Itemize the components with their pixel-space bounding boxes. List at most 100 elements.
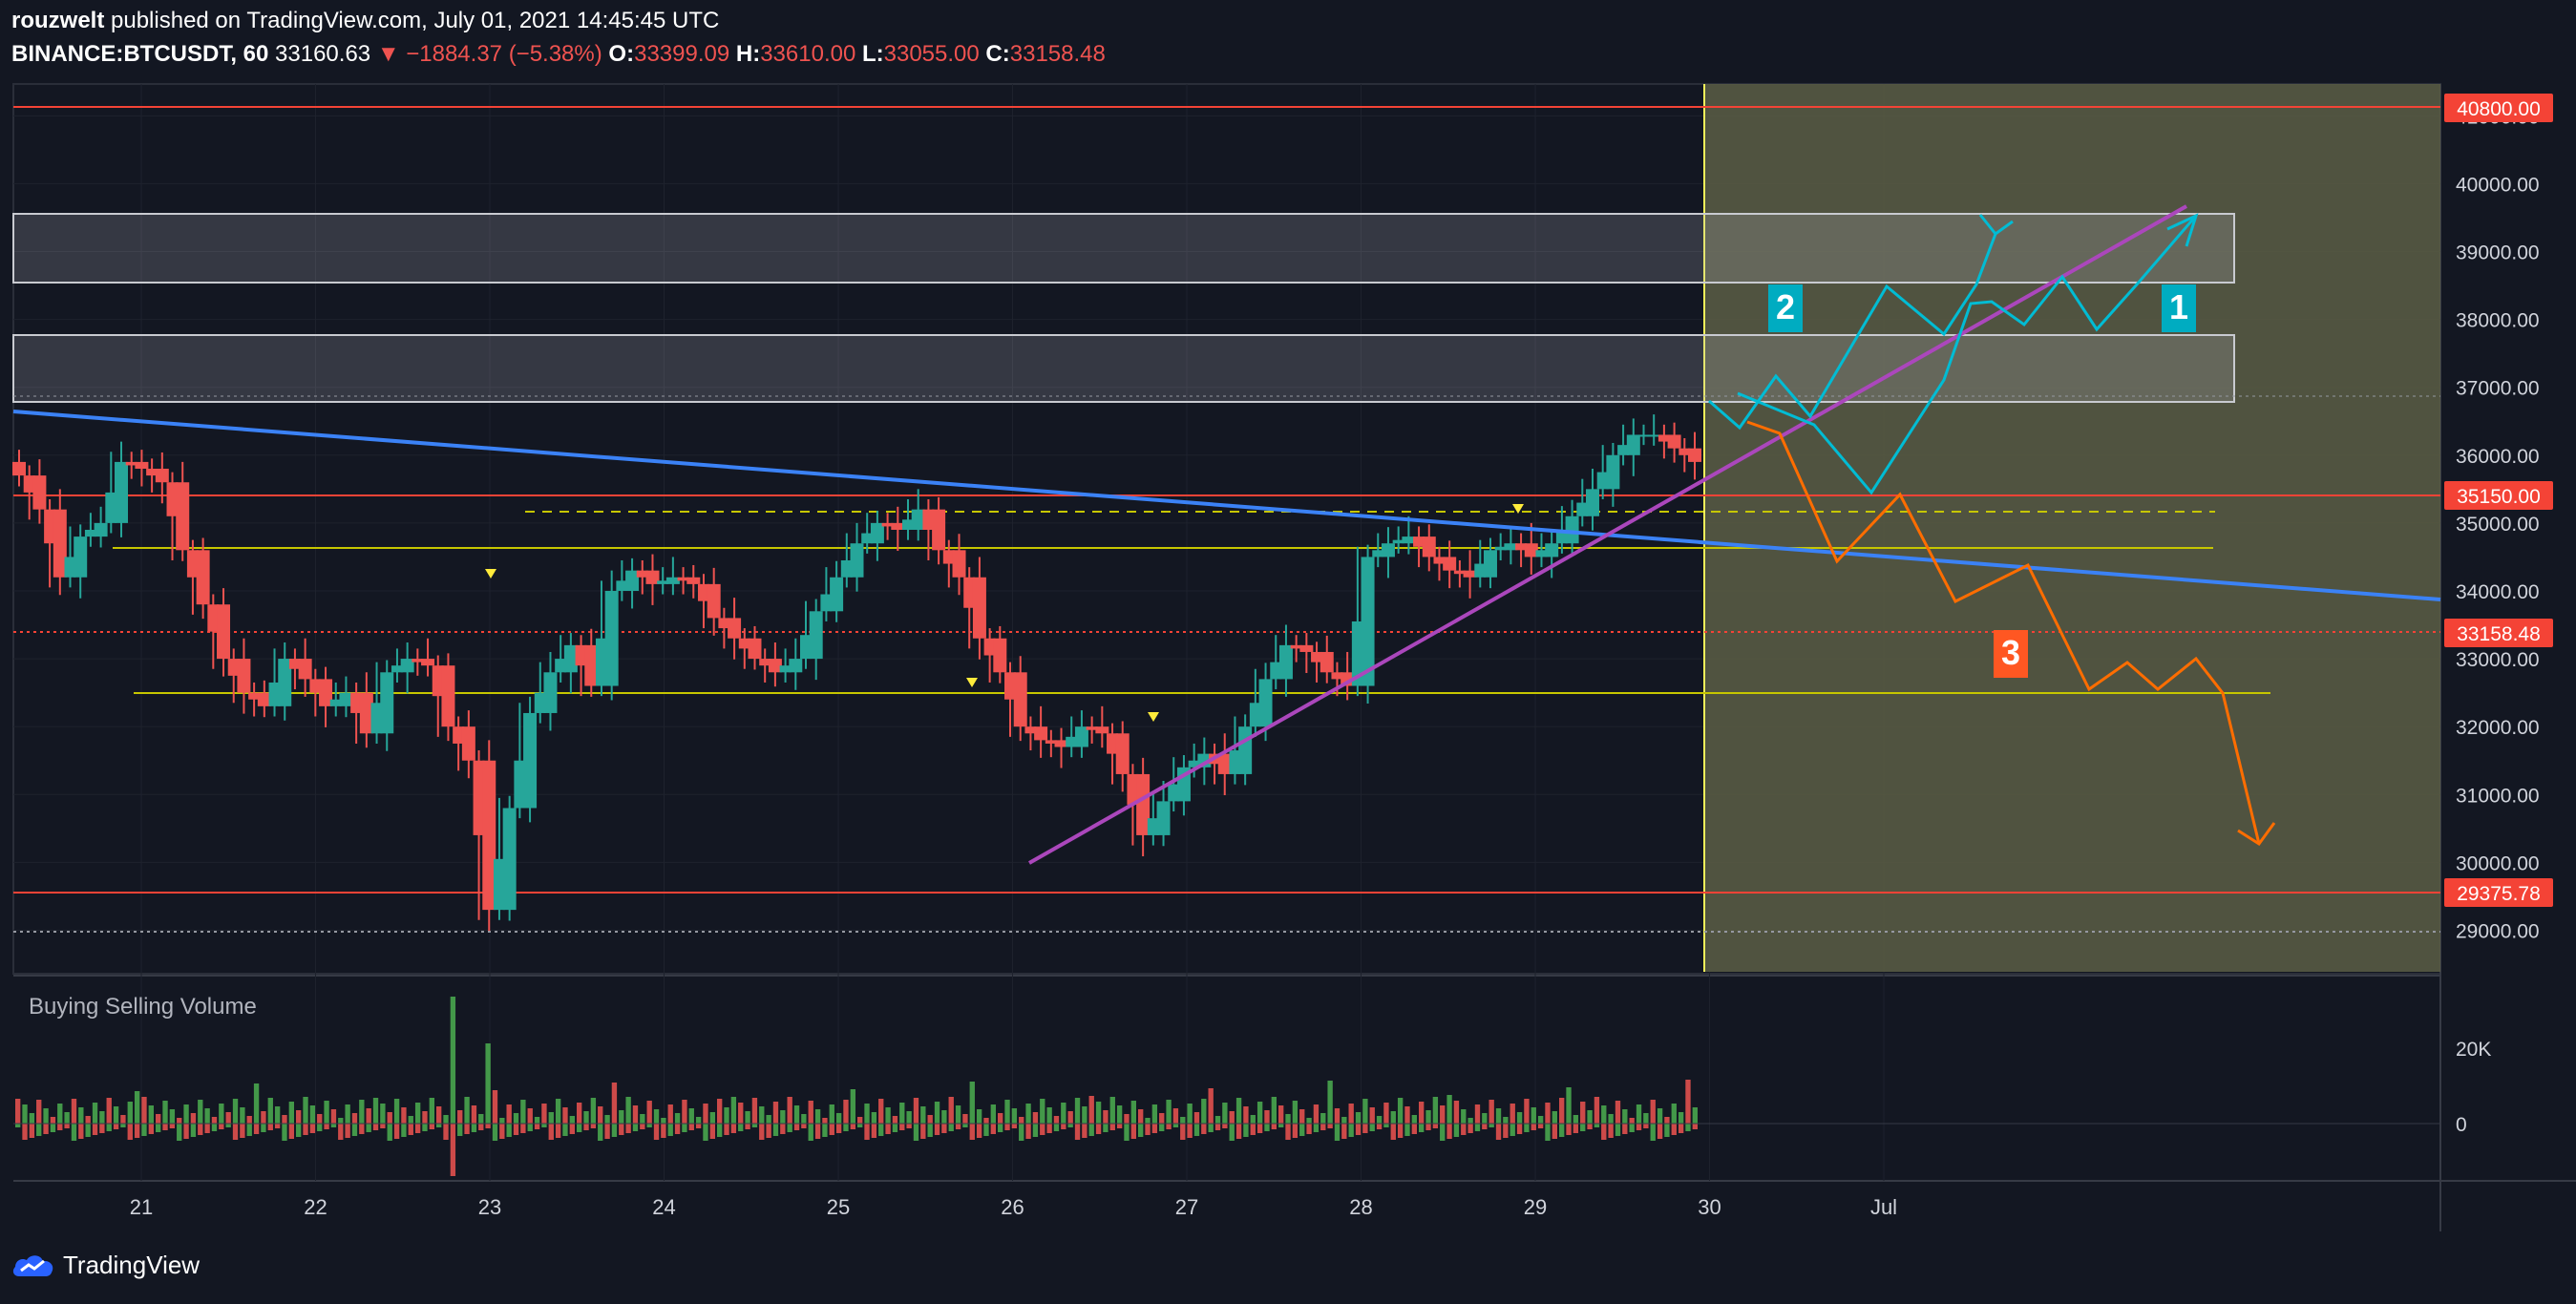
volume-bar-neg — [822, 1124, 828, 1137]
candle-body — [74, 536, 88, 578]
volume-bar-neg — [1489, 1124, 1494, 1127]
volume-bar-neg — [1650, 1124, 1656, 1141]
candle-body — [963, 577, 976, 608]
volume-bar-neg — [1299, 1124, 1305, 1136]
volume-bar-neg — [717, 1124, 723, 1137]
volume-bar — [1461, 1109, 1467, 1124]
volume-bar — [1369, 1107, 1375, 1124]
volume-bar-neg — [590, 1124, 597, 1128]
volume-bar-neg — [1313, 1124, 1320, 1132]
volume-bar — [282, 1115, 287, 1124]
time-axis[interactable]: 21 22 23 24 25 26 27 28 29 30 Jul — [130, 1195, 1897, 1219]
volume-bar-neg — [50, 1124, 56, 1132]
indicator-title[interactable]: Buying Selling Volume — [29, 994, 257, 1020]
volume-bar-neg — [162, 1124, 168, 1130]
volume-bar — [619, 1110, 624, 1124]
volume-bar-neg — [619, 1124, 624, 1135]
volume-bar — [1320, 1113, 1326, 1124]
candle-body — [1320, 651, 1334, 673]
volume-bar — [1166, 1100, 1172, 1124]
volume-bar — [1580, 1102, 1586, 1124]
volume-bar — [1243, 1106, 1249, 1124]
volume-bar — [913, 1098, 919, 1124]
volume-bar — [717, 1099, 723, 1124]
volume-bar — [1531, 1107, 1536, 1124]
volume-bar-neg — [913, 1124, 919, 1141]
trendline-descending-blue[interactable] — [12, 410, 2441, 601]
volume-bar — [1446, 1095, 1452, 1124]
scenario-label-3-text: 3 — [2001, 633, 2020, 672]
candle-body — [1422, 536, 1436, 557]
author-name[interactable]: rouzwelt — [11, 8, 105, 33]
volume-bar — [527, 1108, 533, 1124]
volume-bar-neg — [1404, 1124, 1410, 1136]
volume-bar — [1103, 1110, 1109, 1124]
scenario-label-2[interactable]: 2 — [1768, 284, 1803, 332]
trendline-ascending-purple[interactable] — [1028, 204, 2187, 865]
volume-bar — [724, 1107, 729, 1124]
volume-bar — [682, 1100, 687, 1124]
volume-bar-neg — [120, 1124, 126, 1127]
volume-bar-neg — [1124, 1124, 1130, 1141]
candle-body — [227, 659, 240, 676]
candle-body — [861, 533, 874, 544]
volume-bar-neg — [1545, 1124, 1551, 1141]
time-tick: 26 — [1001, 1195, 1024, 1219]
candle-body — [1524, 543, 1538, 557]
scenario-3-path[interactable] — [1746, 420, 2261, 845]
volume-bar-neg — [1411, 1124, 1417, 1134]
volume-bar-neg — [317, 1124, 323, 1131]
volume-bar-neg — [1145, 1124, 1151, 1135]
candle-body — [1576, 502, 1589, 516]
volume-bar — [1537, 1116, 1544, 1124]
candle-body — [1034, 726, 1048, 741]
volume-bar — [1256, 1102, 1263, 1124]
volume-bar-neg — [1474, 1124, 1481, 1131]
volume-bar — [134, 1091, 140, 1124]
last-price: 33160.63 — [275, 41, 371, 67]
volume-bar — [976, 1109, 982, 1124]
candle-body — [779, 665, 792, 673]
candle-body — [1278, 644, 1293, 680]
tradingview-logo[interactable]: TradingView — [11, 1251, 200, 1280]
candle-body — [1372, 550, 1384, 557]
volume-bar — [703, 1104, 708, 1124]
price-tag-29375-text: 29375.78 — [2457, 883, 2541, 905]
volume-bar-neg — [688, 1124, 694, 1130]
scenario-label-1[interactable]: 1 — [2162, 284, 2196, 332]
volume-bar — [1032, 1112, 1039, 1124]
price-tag-40800: 40800.00 — [2444, 94, 2553, 122]
volume-bar — [745, 1111, 750, 1124]
volume-bar — [513, 1113, 519, 1124]
candle-body — [911, 509, 925, 530]
candle-body — [1647, 434, 1661, 437]
scenario-1-path[interactable] — [1737, 215, 2198, 495]
volume-bar-neg — [1032, 1124, 1039, 1137]
volume-bar — [1503, 1117, 1509, 1124]
volume-bar-neg — [534, 1124, 540, 1129]
volume-bar — [927, 1115, 933, 1124]
scenario-label-3[interactable]: 3 — [1994, 630, 2028, 678]
volume-bar-neg — [1082, 1124, 1087, 1138]
price-change: −1884.37 (−5.38%) — [406, 41, 602, 67]
volume-bar — [338, 1118, 344, 1124]
volume-bar-neg — [990, 1124, 996, 1134]
volume-bar-neg — [772, 1124, 779, 1136]
volume-bar — [1201, 1099, 1207, 1124]
symbol-name[interactable]: BINANCE:BTCUSDT, 60 — [11, 41, 269, 67]
candle-body — [1453, 570, 1466, 575]
volume-bar — [1467, 1118, 1473, 1124]
volume-bar — [730, 1097, 737, 1124]
volume-bar-neg — [99, 1124, 105, 1133]
volume-bar-neg — [29, 1124, 35, 1138]
candle-body — [1617, 445, 1630, 455]
resistance-zone-upper[interactable] — [12, 213, 2235, 284]
price-axis[interactable]: 41000.0040000.0039000.0038000.0037000.00… — [2456, 106, 2540, 942]
volume-bar-neg — [604, 1124, 610, 1139]
scenario-2-path[interactable] — [1708, 233, 1997, 431]
volume-bar — [1636, 1104, 1642, 1124]
volume-bar — [1482, 1113, 1488, 1124]
candle-body — [1626, 434, 1640, 455]
volume-bar — [864, 1104, 870, 1124]
